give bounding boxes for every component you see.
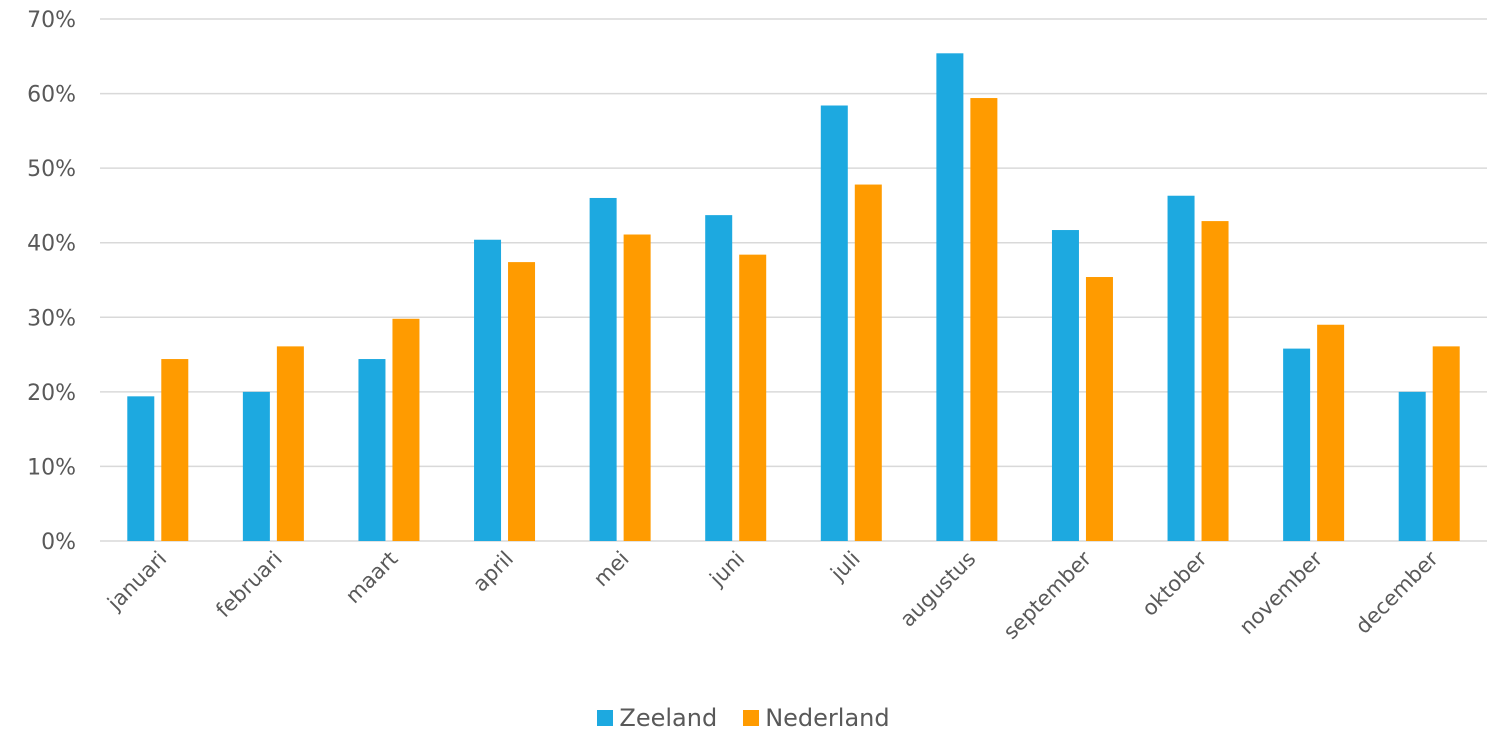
x-tick-label: februari: [211, 547, 287, 623]
bar-nederland-februari: [276, 346, 304, 541]
x-tick-label: november: [1235, 546, 1328, 639]
legend-swatch-zeeland: [597, 710, 614, 726]
bar-nederland-januari: [161, 359, 189, 541]
bars: [127, 53, 1460, 542]
x-tick-label: augustus: [895, 547, 980, 632]
bar-nederland-december: [1432, 346, 1460, 541]
legend: Zeeland Nederland: [0, 703, 1487, 733]
bar-nederland-september: [1085, 277, 1113, 541]
x-tick-label: mei: [589, 547, 634, 592]
x-tick-label: april: [468, 547, 518, 597]
bar-nederland-mei: [623, 234, 651, 542]
y-tick-label: 10%: [27, 455, 76, 480]
y-tick-label: 20%: [27, 381, 76, 406]
bar-nederland-april: [508, 262, 536, 541]
legend-label-zeeland: Zeeland: [619, 704, 718, 732]
y-tick-label: 40%: [27, 232, 76, 257]
x-tick-label: september: [999, 546, 1097, 644]
y-tick-label: 60%: [27, 83, 76, 108]
bar-nederland-oktober: [1201, 221, 1229, 542]
x-tick-label: maart: [341, 547, 403, 609]
bar-zeeland-augustus: [936, 53, 964, 541]
bar-zeeland-mei: [589, 197, 617, 541]
bar-zeeland-november: [1283, 348, 1311, 541]
bar-nederland-juli: [854, 184, 882, 541]
y-tick-label: 50%: [27, 157, 76, 182]
legend-label-nederland: Nederland: [765, 704, 890, 732]
legend-swatch-nederland: [743, 710, 760, 726]
x-axis-category-labels: januari februari maart april mei juni juli augu…: [102, 546, 1443, 644]
legend-item-zeeland: Zeeland: [597, 704, 717, 732]
bar-zeeland-oktober: [1167, 195, 1195, 541]
bar-zeeland-maart: [358, 359, 386, 541]
bar-zeeland-juli: [820, 105, 848, 541]
x-tick-label: juni: [704, 547, 749, 592]
bar-zeeland-april: [474, 239, 502, 541]
x-tick-label: juli: [825, 547, 864, 586]
bar-nederland-juni: [739, 254, 767, 541]
bar-nederland-augustus: [970, 98, 998, 541]
legend-item-nederland: Nederland: [743, 704, 890, 732]
y-axis-tick-labels: 0% 10% 20% 30% 40% 50% 60% 70%: [27, 8, 76, 555]
x-tick-label: december: [1351, 546, 1443, 638]
x-tick-label: januari: [102, 547, 171, 616]
y-tick-label: 0%: [41, 530, 76, 555]
bar-chart: 0% 10% 20% 30% 40% 50% 60% 70% januari februari m…: [27, 8, 1487, 644]
bar-nederland-november: [1317, 324, 1345, 541]
x-tick-label: oktober: [1137, 546, 1211, 620]
gridlines: [100, 18, 1487, 542]
bar-zeeland-januari: [127, 396, 155, 541]
bar-zeeland-juni: [705, 215, 733, 541]
bar-nederland-maart: [392, 318, 420, 541]
bar-zeeland-februari: [242, 391, 270, 541]
bar-zeeland-december: [1398, 391, 1426, 541]
y-tick-label: 70%: [27, 8, 76, 33]
y-tick-label: 30%: [27, 306, 76, 331]
bar-zeeland-september: [1051, 230, 1079, 541]
